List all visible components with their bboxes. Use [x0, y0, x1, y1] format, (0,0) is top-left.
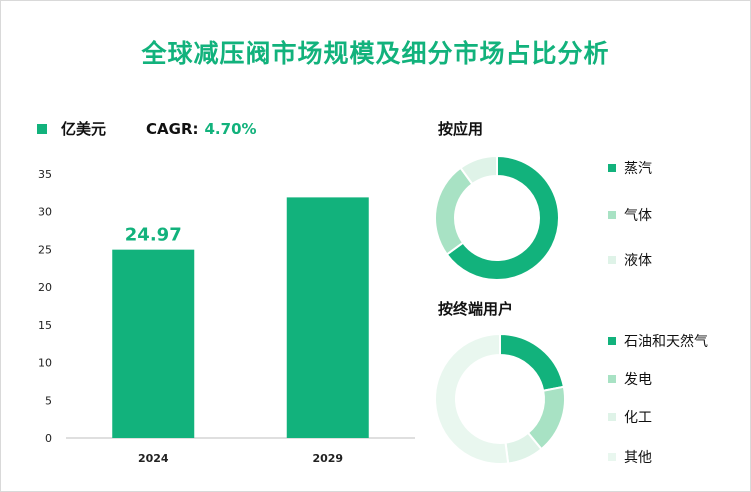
- donut1-legend-swatch: [608, 256, 616, 264]
- page-title: 全球减压阀市场规模及细分市场占比分析: [141, 39, 610, 68]
- cagr-label: CAGR:: [146, 119, 199, 138]
- donut2-title: 按终端用户: [438, 300, 514, 318]
- y-tick-label: 20: [38, 281, 52, 294]
- donut1-legend-label: 气体: [624, 208, 652, 224]
- donut2-legend-label: 石油和天然气: [624, 334, 708, 350]
- donut2-legend-item: 发电: [608, 369, 652, 389]
- donut1-legend-swatch: [608, 164, 616, 172]
- x-tick-label: 2024: [138, 452, 169, 465]
- donut1-legend-label: 液体: [624, 253, 652, 269]
- y-tick-label: 10: [38, 357, 52, 370]
- donut2-legend-swatch: [608, 375, 616, 383]
- donut2-legend-item: 其他: [608, 447, 652, 467]
- donut2-legend-item: 化工: [608, 407, 652, 427]
- bar-legend: 亿美元 CAGR: 4.70%: [37, 118, 257, 139]
- donut1-title: 按应用: [438, 120, 484, 138]
- y-tick-label: 35: [38, 168, 52, 181]
- y-tick-label: 5: [45, 394, 52, 407]
- legend-swatch: [37, 123, 47, 134]
- donut2-legend-label: 发电: [624, 372, 652, 388]
- legend-unit-label: 亿美元: [61, 120, 107, 138]
- donut1-legend-item: 液体: [608, 250, 652, 270]
- donut2-legend-swatch: [608, 413, 616, 421]
- donut1-legend-label: 蒸汽: [624, 161, 652, 177]
- y-tick-label: 15: [38, 319, 52, 332]
- x-tick-label: 2029: [312, 452, 343, 465]
- donut2-legend-label: 化工: [624, 410, 652, 426]
- bar-data-label: 24.97: [125, 225, 182, 246]
- y-tick-label: 0: [45, 432, 52, 445]
- donut2-legend-label: 其他: [624, 450, 652, 466]
- donut2-legend-item: 石油和天然气: [608, 331, 708, 351]
- donut1-legend-swatch: [608, 211, 616, 219]
- donut2-legend-swatch: [608, 337, 616, 345]
- donut1-legend-item: 蒸汽: [608, 158, 652, 178]
- cagr-value: 4.70%: [204, 119, 257, 138]
- y-tick-label: 25: [38, 243, 52, 256]
- donut2-legend-swatch: [608, 453, 616, 461]
- donut1-legend-item: 气体: [608, 205, 652, 225]
- bar-2029: [286, 197, 369, 438]
- y-tick-label: 30: [38, 206, 52, 219]
- bar-2024: [112, 249, 195, 438]
